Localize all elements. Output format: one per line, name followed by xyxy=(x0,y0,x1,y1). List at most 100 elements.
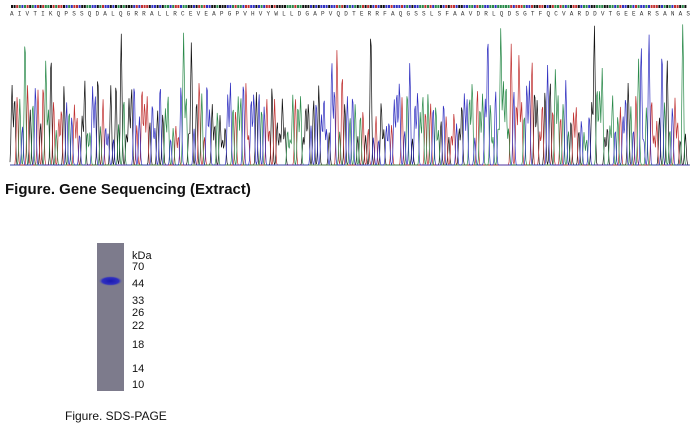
base-call xyxy=(427,5,429,8)
base-call xyxy=(232,5,234,8)
base-call xyxy=(575,5,578,8)
base-call xyxy=(219,5,221,8)
base-call xyxy=(289,5,292,8)
base-call xyxy=(333,5,336,8)
base-call xyxy=(442,5,445,8)
chromatogram xyxy=(9,24,690,166)
base-call xyxy=(242,5,245,8)
base-call xyxy=(518,5,520,8)
base-call xyxy=(133,5,136,8)
base-call xyxy=(299,5,302,8)
base-call xyxy=(362,5,364,8)
base-call xyxy=(424,5,427,8)
base-call xyxy=(185,5,188,8)
base-call xyxy=(125,5,128,8)
base-call xyxy=(603,5,606,8)
base-call xyxy=(211,5,214,8)
base-call xyxy=(307,5,310,8)
base-call xyxy=(416,5,419,8)
base-call xyxy=(393,5,396,8)
base-call xyxy=(221,5,224,8)
base-call xyxy=(226,5,229,8)
base-call xyxy=(154,5,156,8)
base-call xyxy=(606,5,609,8)
base-call xyxy=(42,5,45,8)
base-call xyxy=(312,5,315,8)
base-call xyxy=(130,5,133,8)
base-call xyxy=(544,5,546,8)
base-call xyxy=(172,5,175,8)
base-call xyxy=(666,5,669,8)
base-call xyxy=(203,5,206,8)
base-call xyxy=(468,5,471,8)
base-call xyxy=(161,5,164,8)
base-call xyxy=(559,5,562,8)
base-call xyxy=(408,5,411,8)
base-call xyxy=(596,5,598,8)
base-call xyxy=(310,5,312,8)
base-call xyxy=(265,5,268,8)
base-call xyxy=(13,5,16,8)
base-call xyxy=(44,5,47,8)
base-call xyxy=(107,5,110,8)
base-call xyxy=(382,5,385,8)
base-call xyxy=(661,5,663,8)
base-call xyxy=(34,5,37,8)
base-call xyxy=(502,5,505,8)
base-call xyxy=(549,5,552,8)
base-call xyxy=(674,5,676,8)
base-call xyxy=(624,5,627,8)
base-call xyxy=(281,5,284,8)
base-call xyxy=(663,5,666,8)
base-call xyxy=(681,5,684,8)
base-call xyxy=(349,5,351,8)
base-call xyxy=(473,5,476,8)
base-call xyxy=(476,5,479,8)
base-call xyxy=(385,5,388,8)
base-call xyxy=(616,5,619,8)
base-call xyxy=(551,5,554,8)
base-call xyxy=(50,5,52,8)
marker-label: 22 xyxy=(132,320,144,332)
base-call xyxy=(437,5,440,8)
base-call xyxy=(151,5,154,8)
base-call xyxy=(668,5,671,8)
base-call xyxy=(356,5,359,8)
base-call xyxy=(375,5,377,8)
base-call xyxy=(432,5,435,8)
base-call xyxy=(276,5,279,8)
base-call xyxy=(26,5,29,8)
base-call xyxy=(583,5,585,8)
marker-label: 18 xyxy=(132,339,144,351)
base-call xyxy=(169,5,172,8)
base-call xyxy=(653,5,656,8)
base-call xyxy=(406,5,409,8)
base-call xyxy=(614,5,617,8)
base-call xyxy=(528,5,531,8)
base-call xyxy=(224,5,227,8)
base-call xyxy=(260,5,263,8)
base-call xyxy=(102,5,104,8)
base-call xyxy=(494,5,497,8)
base-call xyxy=(174,5,177,8)
base-call xyxy=(629,5,632,8)
base-call xyxy=(395,5,398,8)
base-call xyxy=(512,5,515,8)
base-call xyxy=(198,5,201,8)
base-call xyxy=(94,5,97,8)
base-call xyxy=(421,5,424,8)
marker-label: 10 xyxy=(132,379,144,391)
base-call xyxy=(515,5,518,8)
amino-acid-sequence: A I V T I K Q P S S Q D A L Q G R R A L … xyxy=(10,11,690,18)
base-call xyxy=(536,5,539,8)
base-call xyxy=(148,5,151,8)
base-call xyxy=(271,5,273,8)
base-call xyxy=(286,5,289,8)
base-call xyxy=(229,5,232,8)
base-call xyxy=(369,5,372,8)
base-call xyxy=(562,5,565,8)
marker-label: 44 xyxy=(132,278,144,290)
